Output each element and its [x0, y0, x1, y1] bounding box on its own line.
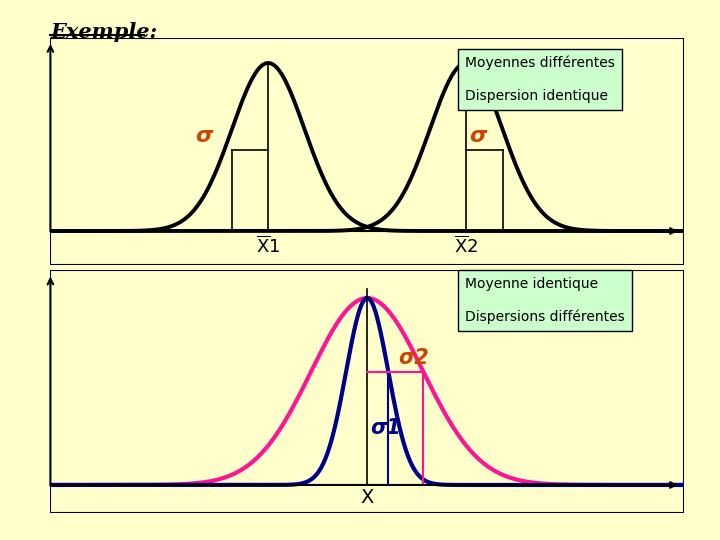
Text: σ: σ	[469, 126, 487, 146]
Text: $\overline{\rm X}$: $\overline{\rm X}$	[359, 484, 375, 508]
Text: $\overline{\rm X}2$: $\overline{\rm X}2$	[454, 235, 478, 257]
Bar	[50, 38, 684, 265]
Text: Moyenne identique

Dispersions différentes: Moyenne identique Dispersions différente…	[465, 278, 625, 325]
Bar	[50, 270, 684, 513]
Text: σ2: σ2	[398, 348, 429, 368]
Text: Exemple:: Exemple:	[50, 22, 158, 42]
Text: Moyennes différentes

Dispersion identique: Moyennes différentes Dispersion identiqu…	[465, 56, 616, 103]
Text: $\overline{\rm X}1$: $\overline{\rm X}1$	[256, 235, 280, 257]
Text: σ1: σ1	[370, 418, 400, 438]
Text: σ: σ	[196, 126, 213, 146]
